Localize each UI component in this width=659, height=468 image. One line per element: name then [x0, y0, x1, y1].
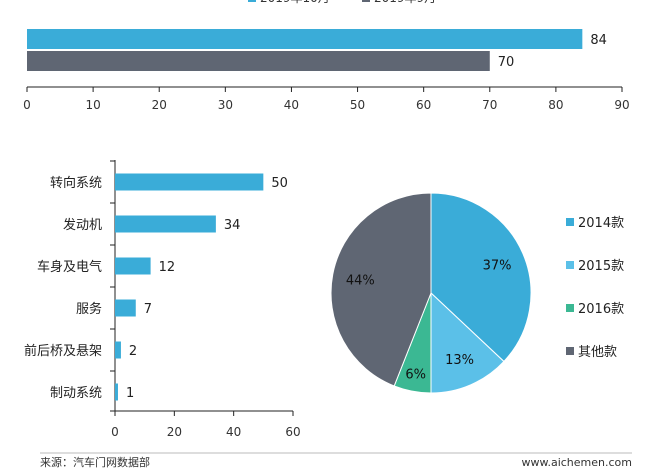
legend-label-1: 2015款 — [578, 259, 624, 274]
bar-0 — [27, 29, 583, 49]
legend-swatch-1 — [362, 0, 370, 2]
category-label-0: 转向系统 — [50, 175, 102, 191]
bar-4 — [115, 341, 121, 359]
pie-slice-0 — [430, 192, 532, 363]
footer-source: 来源：汽车门网数据部 — [40, 455, 150, 468]
x-tick-label-1: 10 — [85, 98, 100, 112]
x-tick-label-0: 0 — [111, 425, 119, 439]
category-label-2: 车身及电气 — [37, 259, 102, 275]
data-label-2: 12 — [159, 260, 176, 275]
legend-swatch-1 — [566, 261, 574, 269]
pie-label-3: 44% — [346, 274, 375, 289]
pie-label-0: 37% — [483, 258, 512, 273]
complaint-category-bar-chart: 转向系统 50 发动机 34 车身及电气 12 服务 7 前后桥及悬架 2 制动系统 1 0 20 40 60 — [24, 160, 301, 439]
data-label-4: 2 — [129, 344, 137, 359]
category-label-3: 服务 — [76, 301, 102, 317]
data-label-3: 7 — [144, 302, 152, 317]
legend-swatch-2 — [566, 304, 574, 312]
legend-label-3: 其他款 — [578, 345, 617, 360]
footer: 来源：汽车门网数据部 www.aichemen.com — [40, 452, 632, 468]
x-tick-label-5: 50 — [350, 98, 365, 112]
data-label-1: 34 — [224, 218, 241, 233]
legend-label-1: 2019年9月 — [374, 0, 436, 5]
bar-5 — [115, 383, 118, 401]
bar-2 — [115, 257, 151, 275]
x-tick-label-0: 0 — [23, 98, 31, 112]
x-tick-label-8: 80 — [548, 98, 563, 112]
x-tick-label-7: 70 — [482, 98, 497, 112]
x-tick-label-3: 30 — [218, 98, 233, 112]
x-tick-label-2: 40 — [226, 425, 241, 439]
legend-swatch-0 — [248, 0, 256, 2]
data-label-1: 70 — [498, 55, 515, 70]
x-tick-label-9: 90 — [614, 98, 629, 112]
legend-label-0: 2014款 — [578, 216, 624, 231]
legend-label-2: 2016款 — [578, 302, 624, 317]
pie-label-1: 13% — [445, 353, 474, 368]
category-label-1: 发动机 — [63, 217, 102, 233]
legend-swatch-0 — [566, 218, 574, 226]
data-label-5: 1 — [126, 386, 134, 401]
x-tick-label-4: 40 — [284, 98, 299, 112]
x-tick-label-3: 60 — [285, 425, 300, 439]
pie-slice-3 — [330, 192, 432, 387]
bar-0 — [115, 173, 264, 191]
data-label-0: 50 — [271, 176, 288, 191]
x-tick-label-6: 60 — [416, 98, 431, 112]
pie-label-2: 6% — [405, 368, 426, 383]
bar-1 — [27, 51, 490, 71]
x-tick-label-2: 20 — [152, 98, 167, 112]
legend-swatch-3 — [566, 347, 574, 355]
data-label-0: 84 — [590, 33, 607, 48]
pie-slice-1 — [430, 291, 505, 394]
legend-label-0: 2019年10月 — [260, 0, 330, 5]
bar-3 — [115, 299, 136, 317]
x-tick-label-1: 20 — [167, 425, 182, 439]
category-label-4: 前后桥及悬架 — [24, 343, 102, 359]
footer-site: www.aichemen.com — [521, 456, 632, 468]
top-bar-chart: 2019年10月 2019年9月 84 70 0 10 20 30 40 50 60 70 80 90 — [23, 0, 630, 112]
bar-1 — [115, 215, 216, 233]
category-label-5: 制动系统 — [50, 386, 102, 401]
